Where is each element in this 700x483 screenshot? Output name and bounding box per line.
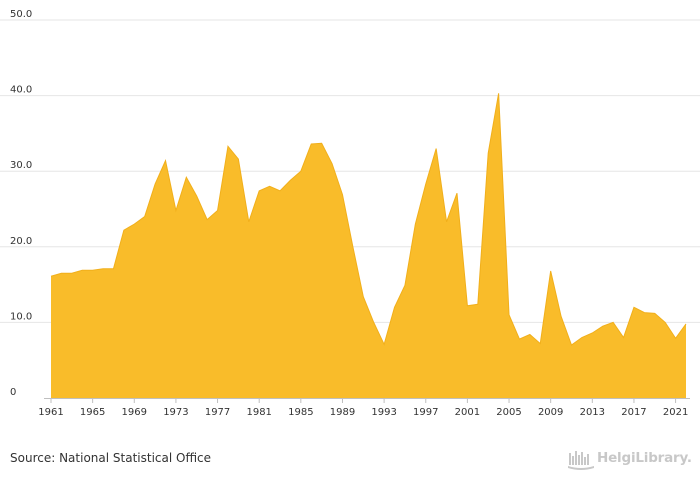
x-tick-label: 1969 xyxy=(122,407,147,418)
helgilibrary-logo[interactable]: HelgiLibrary. xyxy=(567,447,692,471)
x-tick-label: 2005 xyxy=(496,407,521,418)
x-tick-label: 2021 xyxy=(663,407,688,418)
x-tick-label: 2017 xyxy=(621,407,646,418)
x-tick-label: 1965 xyxy=(80,407,105,418)
x-axis-labels: 1961 1965 1969 1973 1977 1981 1985 1989 1993 1997… xyxy=(38,407,688,418)
x-axis-ticks xyxy=(50,398,677,403)
source-note: Source: National Statistical Office xyxy=(10,451,212,465)
area-series xyxy=(51,93,686,398)
y-tick-label: 10.0 xyxy=(10,311,32,322)
y-axis-labels: 0 10.0 20.0 30.0 40.0 50.0 xyxy=(10,9,32,398)
x-tick-label: 2009 xyxy=(538,407,563,418)
area-series-line xyxy=(50,93,687,346)
grid-lines xyxy=(0,19,700,323)
y-tick-label: 0 xyxy=(10,387,16,398)
x-tick-label: 1989 xyxy=(330,407,355,418)
library-icon xyxy=(568,451,594,470)
y-tick-label: 30.0 xyxy=(10,160,32,171)
x-tick-label: 1961 xyxy=(38,407,63,418)
x-tick-label: 1977 xyxy=(205,407,230,418)
logo-text: HelgiLibrary. xyxy=(597,450,692,466)
x-tick-label: 2013 xyxy=(580,407,605,418)
y-tick-label: 20.0 xyxy=(10,236,32,247)
x-tick-label: 2001 xyxy=(455,407,480,418)
x-tick-label: 1997 xyxy=(413,407,438,418)
y-tick-label: 50.0 xyxy=(10,9,32,20)
x-tick-label: 1973 xyxy=(163,407,188,418)
x-tick-label: 1993 xyxy=(371,407,396,418)
y-tick-label: 40.0 xyxy=(10,85,32,96)
x-tick-label: 1985 xyxy=(288,407,313,418)
x-tick-label: 1981 xyxy=(246,407,271,418)
